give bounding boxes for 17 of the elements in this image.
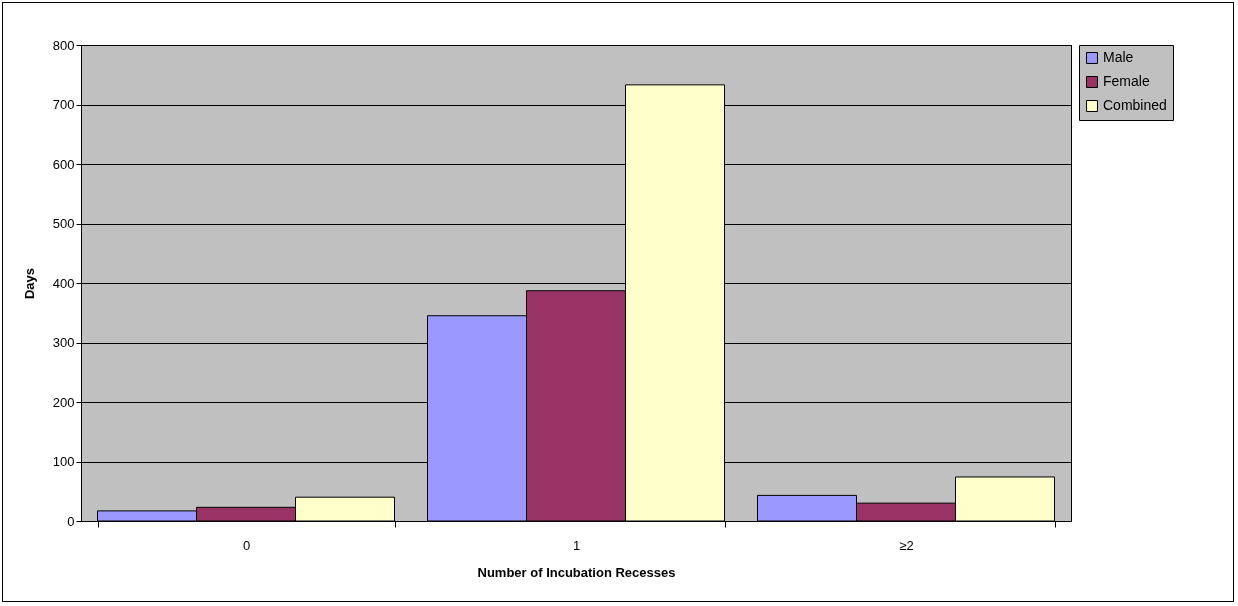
y-tick-label: 100 [52,454,75,469]
legend-label: Combined [1103,97,1167,113]
y-tick-label: 200 [52,394,75,410]
y-tick-label: 700 [52,97,75,112]
y-tick-label: 600 [52,156,75,172]
y-axis-title: Days [21,267,37,300]
y-tick-label: 300 [52,335,75,350]
legend-label: Female [1103,73,1150,89]
x-tick-label: ≥2 [899,537,914,553]
y-tick-label: 400 [52,275,75,291]
y-tick-label: 0 [67,513,75,529]
legend-label: Male [1103,49,1134,65]
y-tick-label: 500 [52,216,75,231]
x-axis-title: Number of Incubation Recesses [477,564,676,580]
x-tick-label: 1 [572,537,581,553]
x-tick-label: 0 [242,537,251,553]
y-tick-label: 800 [52,37,75,53]
